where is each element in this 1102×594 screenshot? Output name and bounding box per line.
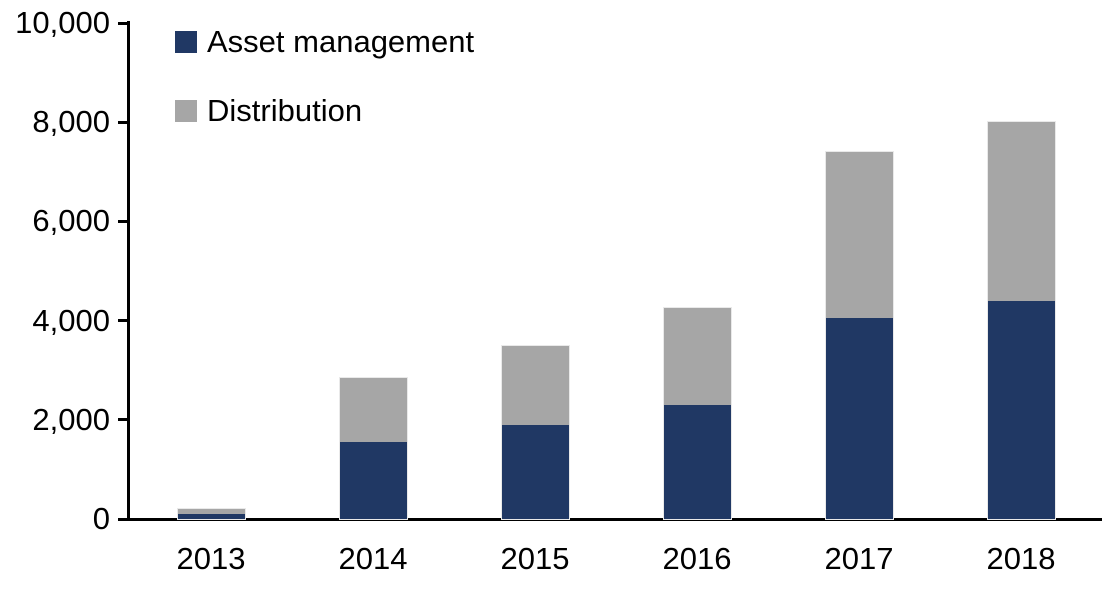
bar-segment-2016-distribution xyxy=(664,308,731,405)
bar-segment-2018-distribution xyxy=(988,122,1055,301)
y-axis-label-6000: 6,000 xyxy=(32,203,110,238)
bar-segment-2018-asset-management xyxy=(988,301,1055,519)
y-tick-2000 xyxy=(118,418,130,421)
y-axis-label-8000: 8,000 xyxy=(32,104,110,139)
bar-segment-2015-asset-management xyxy=(502,425,569,519)
legend-label-distribution: Distribution xyxy=(207,93,363,128)
y-tick-8000 xyxy=(118,121,130,124)
bar-segment-2013-asset-management xyxy=(178,514,245,519)
bar-segment-2017-asset-management xyxy=(826,318,893,519)
y-tick-0 xyxy=(118,518,130,521)
y-tick-10000 xyxy=(118,22,130,25)
bar-2016 xyxy=(663,307,732,520)
bar-segment-2016-asset-management xyxy=(664,405,731,519)
x-axis-line xyxy=(118,518,1102,521)
legend-swatch-asset-management xyxy=(175,31,197,53)
x-axis-label-2013: 2013 xyxy=(176,541,246,576)
x-axis-label-2018: 2018 xyxy=(986,541,1056,576)
x-axis-label-2017: 2017 xyxy=(824,541,894,576)
y-axis-label-10000: 10,000 xyxy=(15,5,110,40)
y-axis-line xyxy=(127,21,130,521)
bar-2017 xyxy=(825,151,894,520)
y-axis-label-4000: 4,000 xyxy=(32,303,110,338)
legend-label-asset-management: Asset management xyxy=(207,24,475,59)
bar-2018 xyxy=(987,121,1056,520)
y-tick-4000 xyxy=(118,319,130,322)
bar-2014 xyxy=(339,377,408,520)
x-axis-label-2014: 2014 xyxy=(338,541,408,576)
bar-2015 xyxy=(501,345,570,520)
bar-2013 xyxy=(177,508,246,520)
y-axis-label-2000: 2,000 xyxy=(32,402,110,437)
bar-segment-2015-distribution xyxy=(502,346,569,425)
bar-segment-2014-asset-management xyxy=(340,442,407,519)
bar-segment-2017-distribution xyxy=(826,152,893,318)
y-tick-6000 xyxy=(118,220,130,223)
legend-swatch-distribution xyxy=(175,100,197,122)
x-axis-label-2016: 2016 xyxy=(662,541,732,576)
y-axis-label-0: 0 xyxy=(92,501,110,536)
legend-item-distribution: Distribution xyxy=(175,93,474,129)
x-axis-label-2015: 2015 xyxy=(500,541,570,576)
bar-segment-2013-distribution xyxy=(178,509,245,514)
legend-item-asset-management: Asset management xyxy=(175,24,474,60)
chart-legend: Asset management Distribution xyxy=(175,24,474,129)
bar-segment-2014-distribution xyxy=(340,378,407,442)
